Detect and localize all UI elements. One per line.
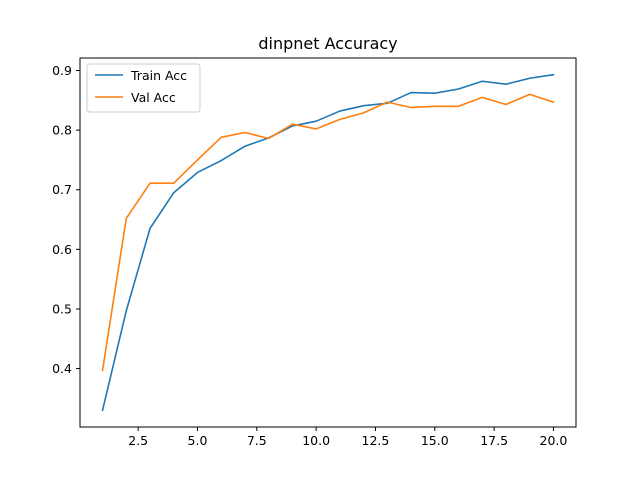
x-tick-label: 17.5 — [480, 433, 508, 448]
x-tick-label: 7.5 — [247, 433, 267, 448]
x-axis: 2.5 5.0 7.5 10.0 12.5 15.0 17.5 20.0 — [128, 427, 567, 448]
x-tick-label: 5.0 — [188, 433, 208, 448]
x-tick-label: 10.0 — [302, 433, 330, 448]
plot-frame — [79, 57, 577, 428]
y-tick-label: 0.9 — [52, 63, 72, 78]
x-tick-label: 2.5 — [128, 433, 148, 448]
y-tick-label: 0.6 — [52, 242, 72, 257]
chart-title: dinpnet Accuracy — [258, 34, 397, 53]
x-tick-label: 20.0 — [540, 433, 568, 448]
y-tick-label: 0.7 — [52, 182, 72, 197]
series-line-train-acc — [101, 73, 555, 412]
x-tick-label: 12.5 — [362, 433, 390, 448]
legend-label-val-acc: Val Acc — [131, 90, 176, 105]
x-tick-label: 15.0 — [421, 433, 449, 448]
series-layer — [101, 73, 555, 412]
y-tick-label: 0.5 — [52, 301, 72, 316]
series-line-val-acc — [101, 93, 555, 372]
legend-box — [86, 63, 201, 113]
y-axis: 0.4 0.5 0.6 0.7 0.8 0.9 — [52, 63, 80, 376]
y-tick-label: 0.8 — [52, 123, 72, 138]
plot-area — [79, 57, 577, 428]
legend-label-train-acc: Train Acc — [130, 68, 187, 83]
y-tick-label: 0.4 — [52, 361, 72, 376]
legend: Train Acc Val Acc — [86, 63, 201, 113]
